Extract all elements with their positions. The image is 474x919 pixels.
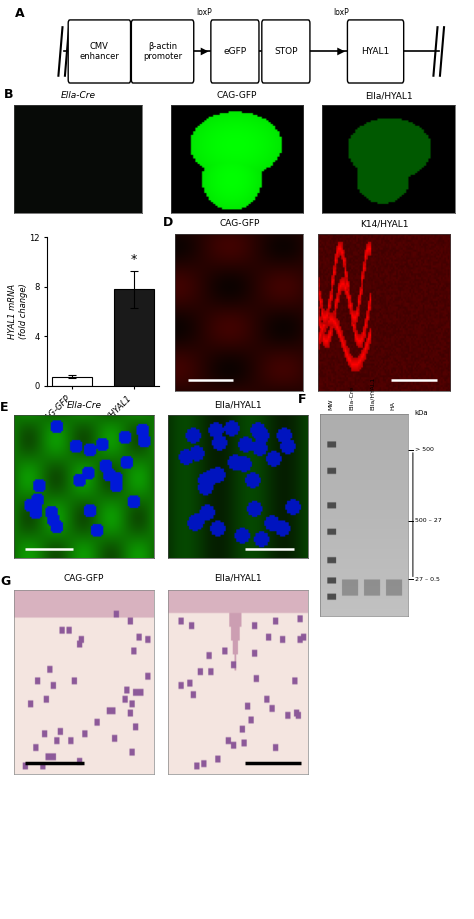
- Text: > 500: > 500: [415, 448, 434, 452]
- Text: G: G: [0, 575, 10, 588]
- Text: Ella/HYAL1: Ella/HYAL1: [370, 377, 375, 410]
- Text: loxP: loxP: [196, 7, 212, 17]
- FancyBboxPatch shape: [131, 20, 194, 83]
- Text: CAG-GFP: CAG-GFP: [217, 91, 257, 100]
- Text: 500 – 27: 500 – 27: [415, 518, 441, 523]
- Text: eGFP: eGFP: [223, 47, 246, 56]
- Text: loxP: loxP: [333, 7, 349, 17]
- Text: β-actin
promoter: β-actin promoter: [143, 41, 182, 62]
- Text: HA: HA: [390, 401, 395, 410]
- Text: B: B: [4, 88, 13, 101]
- Text: Ella/HYAL1: Ella/HYAL1: [365, 91, 412, 100]
- Text: Ella/HYAL1: Ella/HYAL1: [214, 573, 262, 583]
- Text: Ella/HYAL1: Ella/HYAL1: [214, 401, 262, 410]
- Text: F: F: [298, 393, 307, 406]
- Text: Ella-Cre: Ella-Cre: [61, 91, 96, 100]
- Text: D: D: [163, 216, 173, 229]
- Bar: [114, 289, 154, 386]
- Text: A: A: [15, 7, 25, 20]
- Text: kDa: kDa: [415, 410, 428, 415]
- FancyBboxPatch shape: [262, 20, 310, 83]
- Text: Ella-Cre: Ella-Cre: [67, 401, 101, 410]
- Bar: [53, 377, 92, 386]
- FancyBboxPatch shape: [68, 20, 130, 83]
- Text: MW: MW: [329, 398, 334, 410]
- Text: CAG-GFP: CAG-GFP: [64, 573, 104, 583]
- FancyBboxPatch shape: [347, 20, 404, 83]
- Text: STOP: STOP: [274, 47, 298, 56]
- Text: CAG-GFP: CAG-GFP: [219, 219, 260, 228]
- Text: Ella-Cre: Ella-Cre: [349, 385, 354, 410]
- Text: HYAL1: HYAL1: [362, 47, 390, 56]
- Text: E: E: [0, 401, 9, 414]
- Text: CMV
enhancer: CMV enhancer: [80, 41, 119, 62]
- Y-axis label: HYAL1 mRNA
(fold change): HYAL1 mRNA (fold change): [9, 284, 28, 339]
- FancyBboxPatch shape: [211, 20, 259, 83]
- Text: K14/HYAL1: K14/HYAL1: [360, 219, 408, 228]
- Text: 27 – 0.5: 27 – 0.5: [415, 577, 439, 582]
- Text: *: *: [131, 253, 137, 266]
